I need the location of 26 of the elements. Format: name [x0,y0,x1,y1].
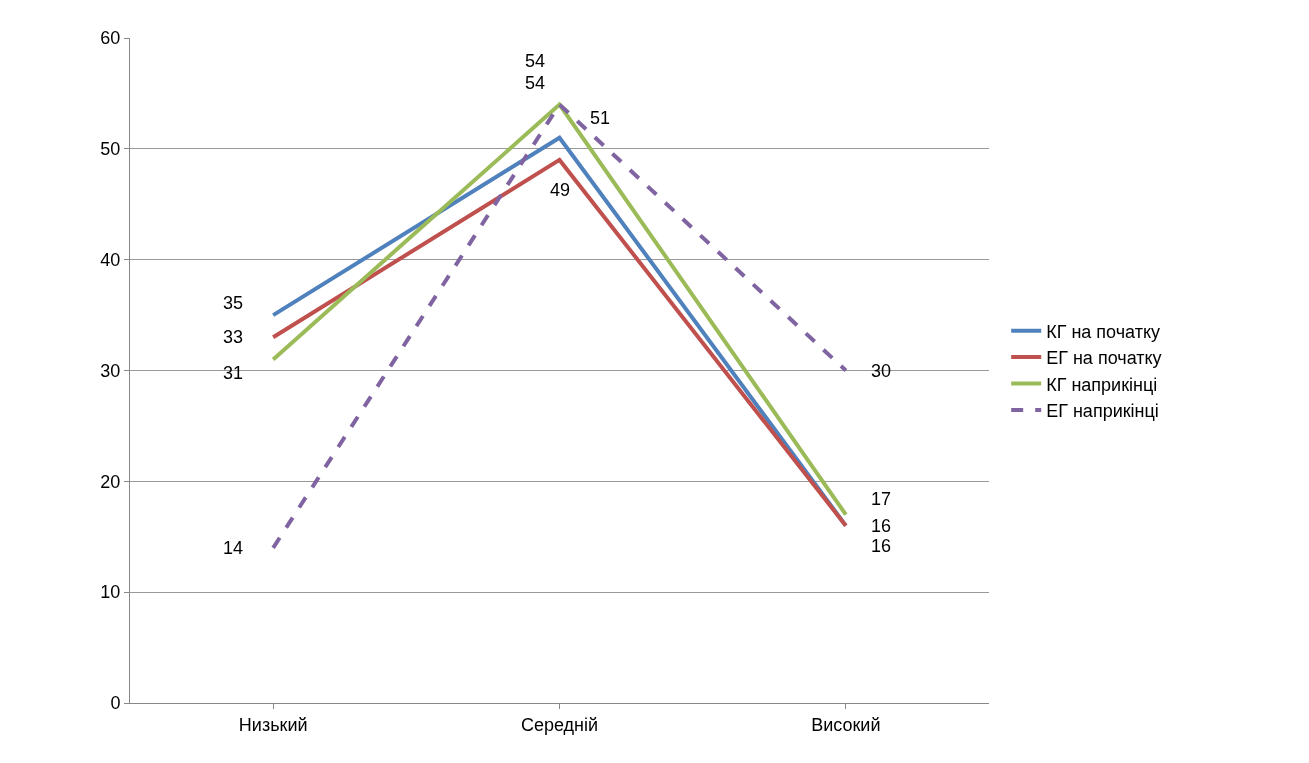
x-tick-label: Низький [238,714,308,735]
data-label: 31 [223,363,244,383]
y-tick-label: 50 [100,139,121,160]
y-tick-label: 30 [100,360,121,381]
legend-label: ЕГ наприкінці [1046,400,1159,421]
legend-label: ЕГ на початку [1046,348,1162,369]
y-tick-label: 40 [100,249,121,270]
x-tick-label: Середній [520,714,599,735]
data-label: 16 [871,536,892,556]
y-tick-label: 10 [100,582,121,603]
y-tick-label: 20 [100,471,121,492]
data-label: 54 [525,73,546,93]
data-label: 35 [223,293,244,313]
data-label: 30 [871,361,892,381]
data-label: 51 [590,108,611,128]
y-tick-label: 0 [110,693,121,714]
legend-label: КГ наприкінці [1046,374,1158,395]
legend-label: КГ на початку [1046,321,1161,342]
y-tick-label: 60 [100,28,121,49]
data-label: 49 [550,180,571,200]
data-label: 54 [525,51,546,71]
x-tick-label: Високий [811,714,881,735]
data-label: 14 [223,538,244,558]
data-label: 17 [871,489,892,509]
data-label: 16 [871,516,892,536]
data-label: 33 [223,327,244,347]
